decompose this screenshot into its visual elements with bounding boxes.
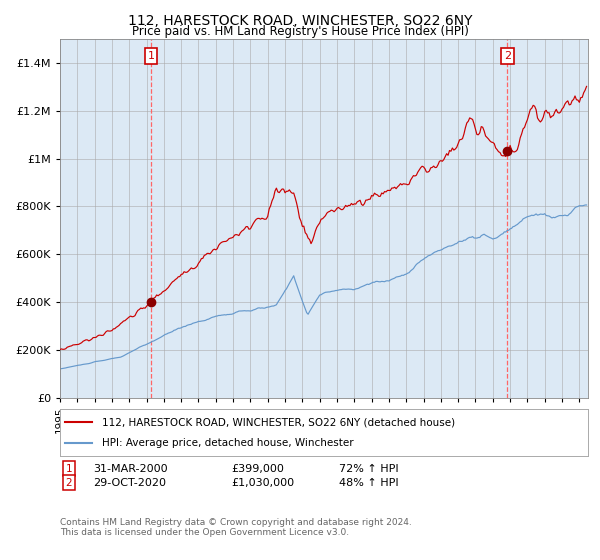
Text: 112, HARESTOCK ROAD, WINCHESTER, SO22 6NY (detached house): 112, HARESTOCK ROAD, WINCHESTER, SO22 6N… <box>102 417 455 427</box>
Text: Contains HM Land Registry data © Crown copyright and database right 2024.
This d: Contains HM Land Registry data © Crown c… <box>60 518 412 538</box>
Text: 2: 2 <box>65 478 73 488</box>
Text: 48% ↑ HPI: 48% ↑ HPI <box>339 478 398 488</box>
Text: 112, HARESTOCK ROAD, WINCHESTER, SO22 6NY: 112, HARESTOCK ROAD, WINCHESTER, SO22 6N… <box>128 14 472 28</box>
Text: HPI: Average price, detached house, Winchester: HPI: Average price, detached house, Winc… <box>102 438 354 448</box>
Text: Price paid vs. HM Land Registry's House Price Index (HPI): Price paid vs. HM Land Registry's House … <box>131 25 469 38</box>
Text: £1,030,000: £1,030,000 <box>231 478 294 488</box>
Text: 1: 1 <box>65 464 73 474</box>
Text: 29-OCT-2020: 29-OCT-2020 <box>93 478 166 488</box>
Text: 1: 1 <box>148 51 154 61</box>
Text: 31-MAR-2000: 31-MAR-2000 <box>93 464 167 474</box>
Text: 2: 2 <box>503 51 511 61</box>
Text: £399,000: £399,000 <box>231 464 284 474</box>
Text: 72% ↑ HPI: 72% ↑ HPI <box>339 464 398 474</box>
